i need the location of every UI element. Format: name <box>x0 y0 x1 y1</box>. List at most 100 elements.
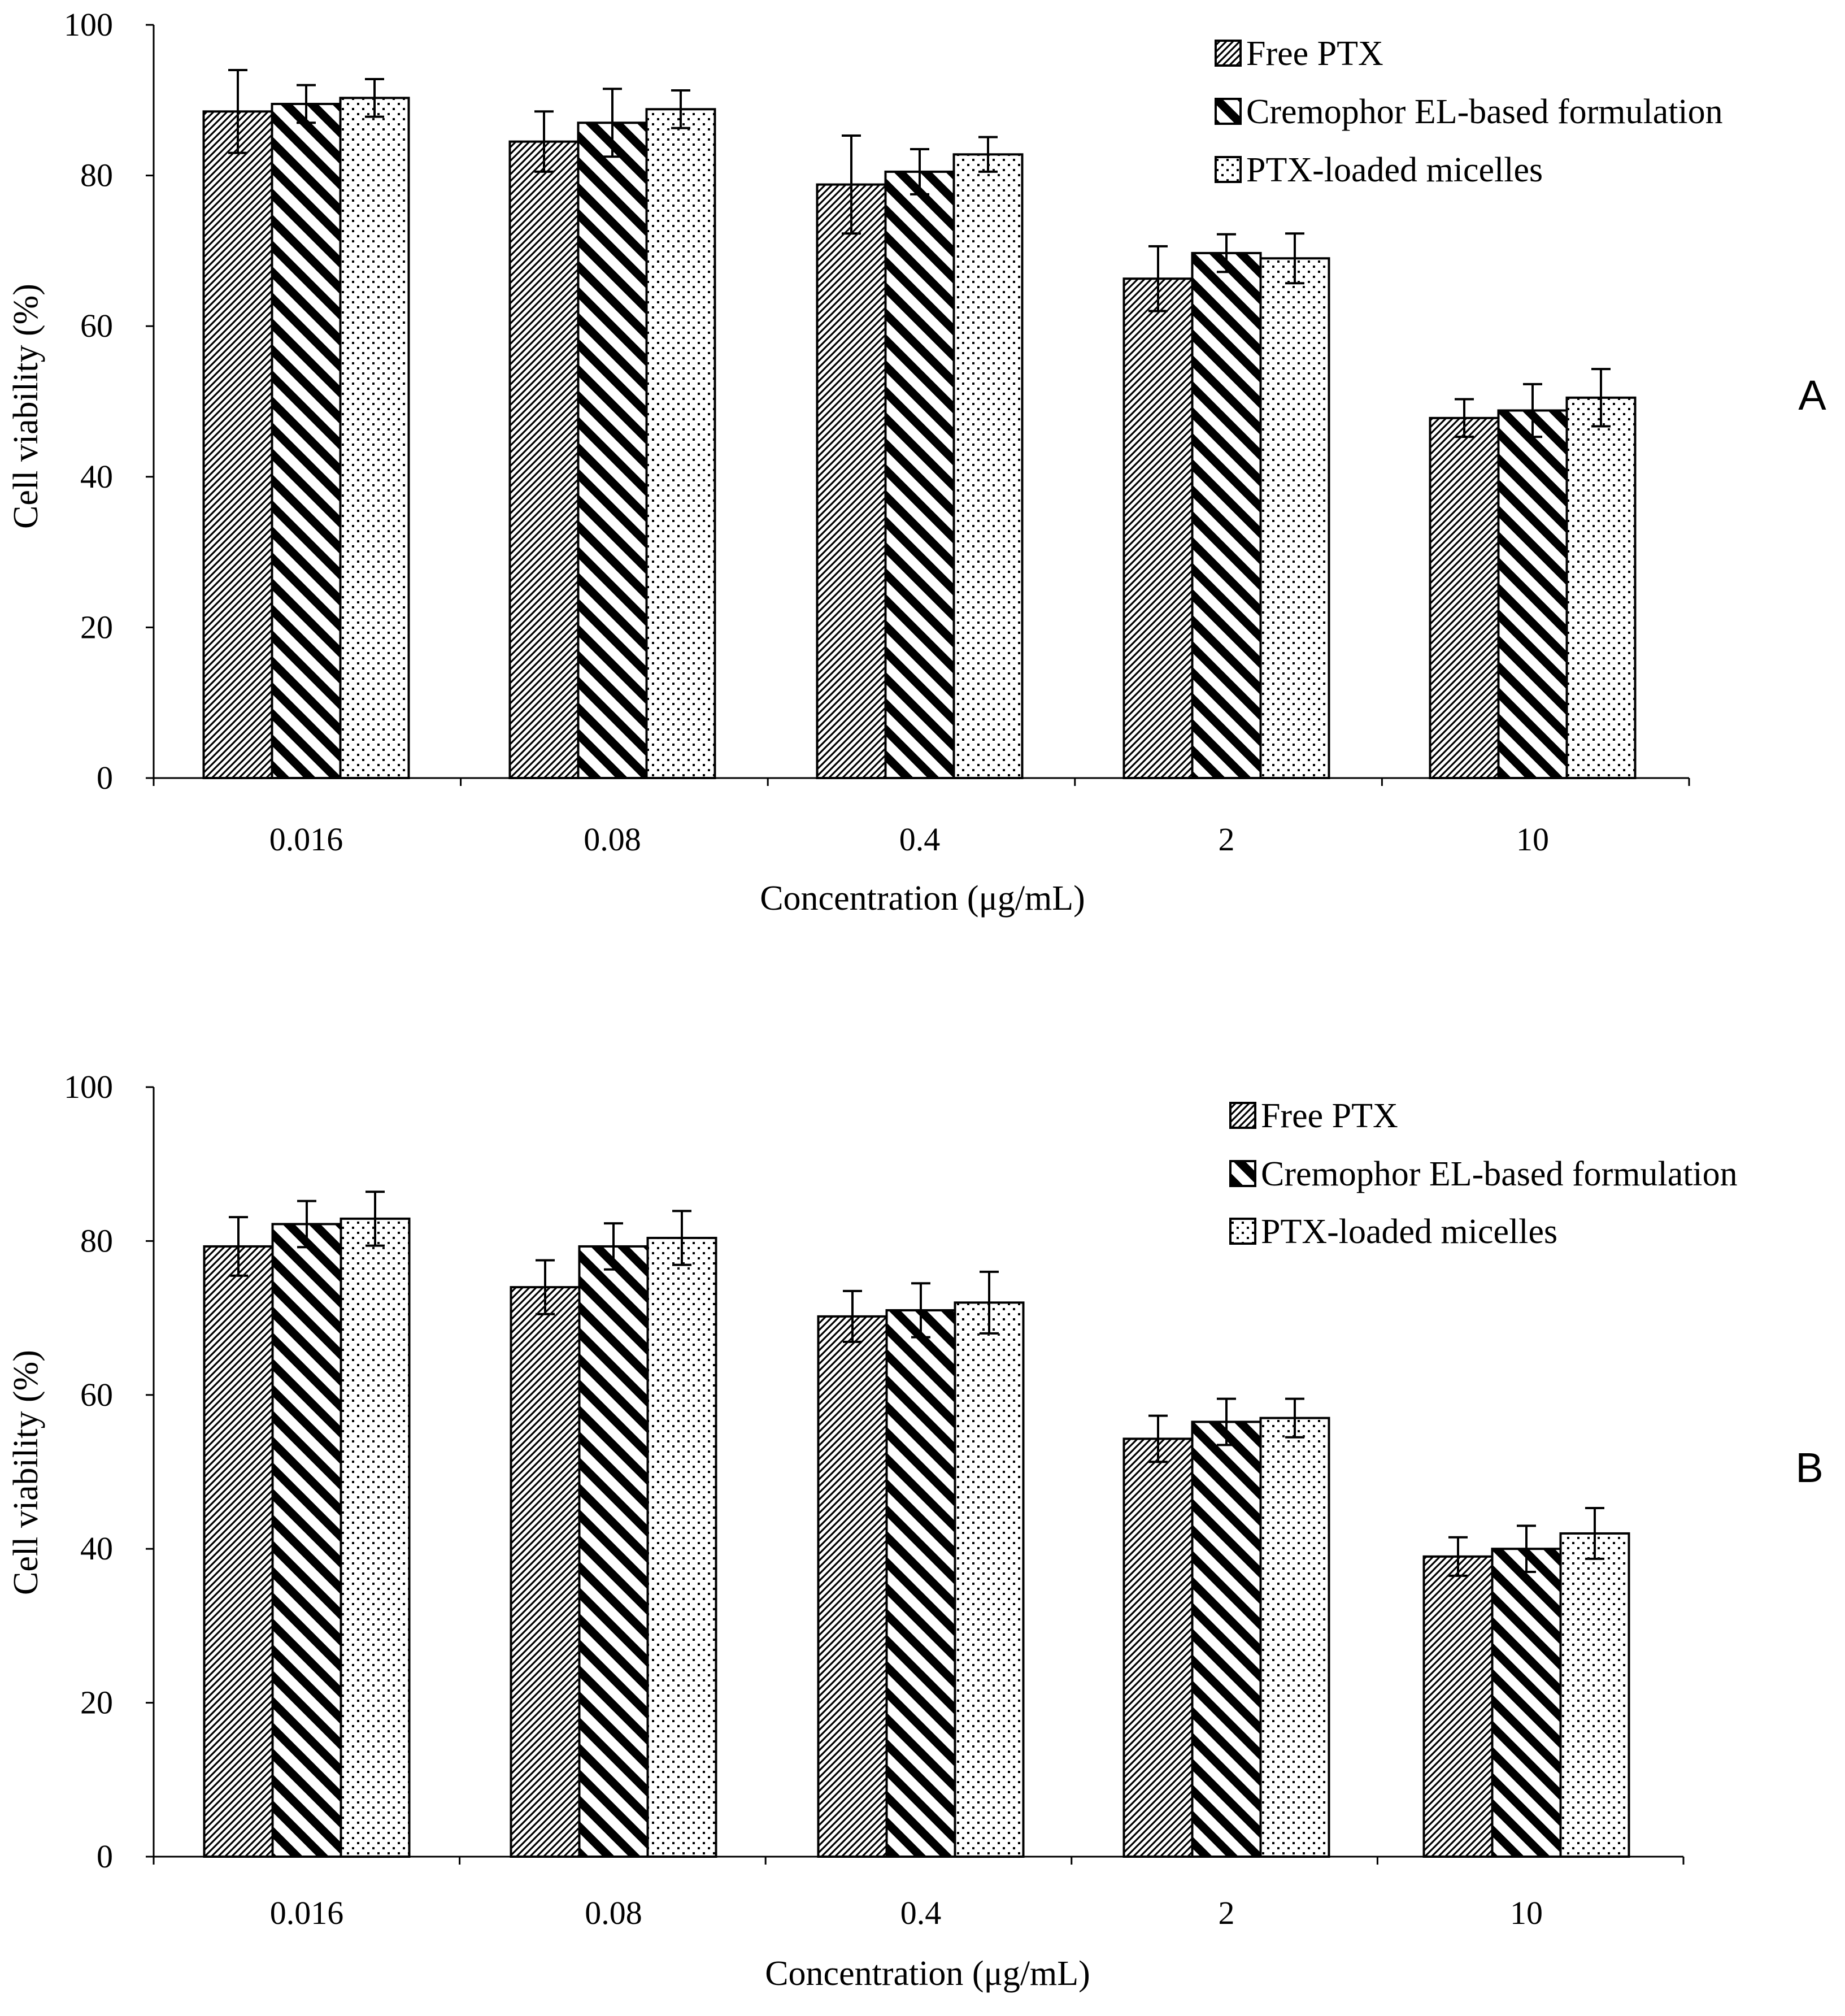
bar <box>1429 416 1500 779</box>
x-tick-label: 0.4 <box>900 1895 942 1931</box>
y-tick-label: 80 <box>80 157 113 194</box>
legend-item: PTX-loaded micelles <box>1215 151 1543 189</box>
legend-swatch <box>1229 1102 1256 1129</box>
bar <box>203 1245 274 1858</box>
error-bar <box>229 1216 248 1277</box>
x-tick-labels: 0.016 0.08 0.4 2 10 <box>270 1895 1543 1931</box>
error-bar <box>365 1191 385 1247</box>
y-tick-label: 60 <box>80 1376 113 1413</box>
bar <box>1565 396 1637 779</box>
error-bars-group <box>229 1191 1604 1577</box>
bar <box>578 1245 649 1858</box>
error-bar <box>1148 1414 1168 1463</box>
error-bar <box>297 84 316 124</box>
axes-group <box>146 1086 1685 1865</box>
x-tick-label: 0.4 <box>899 821 941 858</box>
error-bar <box>536 1259 555 1315</box>
x-tick-label: 10 <box>1516 821 1549 858</box>
legend-item: Free PTX <box>1215 34 1383 73</box>
y-tick-labels: 0 20 40 60 80 100 <box>64 1068 113 1875</box>
bar <box>271 102 342 780</box>
y-axis-title: Cell viability (%) <box>7 1350 45 1595</box>
y-tick-label: 100 <box>64 1068 113 1105</box>
error-bar <box>1523 383 1542 438</box>
bars-group <box>203 1217 1630 1858</box>
error-bar <box>843 1289 862 1343</box>
bar <box>1259 1417 1330 1858</box>
y-tick-labels: 0 20 40 60 80 100 <box>64 6 113 796</box>
legend-label: Free PTX <box>1261 1097 1398 1135</box>
error-bar <box>1448 1536 1468 1577</box>
legend-label: PTX-loaded micelles <box>1246 151 1543 189</box>
legend-label: Free PTX <box>1246 34 1383 73</box>
error-bar <box>228 68 247 154</box>
error-bar <box>1591 368 1611 428</box>
legend-item: Free PTX <box>1229 1097 1398 1135</box>
error-bar <box>1217 1397 1236 1446</box>
bar <box>952 153 1024 779</box>
error-bar <box>1455 398 1474 438</box>
bar <box>885 1309 956 1858</box>
legend-item: Cremophor EL-based formulation <box>1229 1155 1738 1193</box>
legend-swatch <box>1215 98 1242 125</box>
bar <box>954 1301 1025 1858</box>
error-bar <box>671 89 690 129</box>
error-bar <box>603 88 622 158</box>
y-tick-label: 80 <box>80 1222 113 1259</box>
bar <box>1259 257 1330 780</box>
error-bar <box>1285 232 1304 285</box>
bar <box>271 1223 342 1858</box>
legend-swatch <box>1215 40 1242 67</box>
legend: Free PTX Cremophor EL-based formulation PT… <box>1215 34 1723 189</box>
error-bar <box>842 134 861 235</box>
bar <box>577 121 648 779</box>
x-tick-label: 0.08 <box>584 821 641 858</box>
x-tick-label: 0.016 <box>270 1895 344 1931</box>
bar <box>510 1286 581 1858</box>
y-tick-label: 60 <box>80 307 113 344</box>
bar <box>817 1315 888 1858</box>
legend-swatch <box>1229 1160 1256 1187</box>
y-tick-label: 0 <box>97 759 113 796</box>
x-axis-title: Concentration (μg/mL) <box>760 879 1085 918</box>
bar <box>508 140 580 780</box>
bar <box>1559 1532 1630 1858</box>
error-bar <box>1148 245 1168 312</box>
error-bar <box>911 1282 930 1339</box>
x-axis-title: Concentration (μg/mL) <box>765 1954 1090 1993</box>
panel-label: B <box>1795 1444 1823 1491</box>
bar <box>1422 1555 1494 1858</box>
y-tick-label: 40 <box>80 458 113 495</box>
y-tick-label: 100 <box>64 6 113 43</box>
error-bar <box>534 110 554 173</box>
legend-item: Cremophor EL-based formulation <box>1215 93 1723 131</box>
bar <box>1191 1420 1262 1858</box>
error-bars-group <box>228 68 1611 438</box>
bar <box>1191 251 1262 779</box>
error-bar <box>297 1200 316 1249</box>
bar <box>646 1236 717 1858</box>
bars-group <box>202 97 1637 780</box>
chart-panel-a: 0 20 40 60 80 100 0.016 0.08 0.4 2 10 Concentrati… <box>7 6 1826 918</box>
error-bar <box>1585 1507 1604 1560</box>
x-tick-label: 2 <box>1219 821 1235 858</box>
bar <box>816 183 887 780</box>
legend-label: PTX-loaded micelles <box>1261 1213 1557 1251</box>
legend-swatch <box>1229 1218 1256 1245</box>
bar <box>884 170 955 779</box>
legend-swatch <box>1215 156 1242 183</box>
y-tick-label: 20 <box>80 1684 113 1721</box>
y-axis-title: Cell viability (%) <box>7 284 45 529</box>
error-bar <box>365 77 384 118</box>
bar <box>1491 1548 1562 1858</box>
bar <box>339 97 410 779</box>
error-bar <box>672 1210 691 1266</box>
panel-label: A <box>1798 372 1826 419</box>
legend-label: Cremophor EL-based formulation <box>1261 1155 1738 1193</box>
bar <box>202 110 273 779</box>
error-bar <box>1285 1397 1304 1439</box>
bar <box>1497 409 1568 779</box>
legend-label: Cremophor EL-based formulation <box>1246 93 1723 131</box>
y-tick-label: 40 <box>80 1530 113 1567</box>
